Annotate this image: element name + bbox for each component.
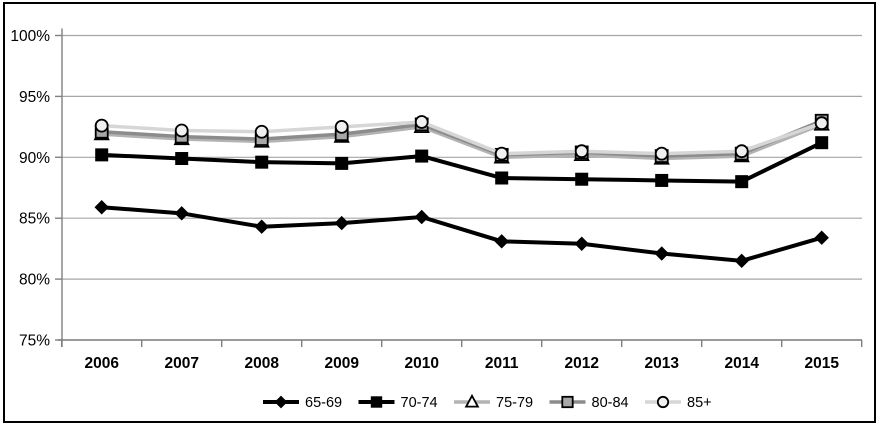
legend-marker-70-74 <box>370 396 383 408</box>
series-65-69 <box>94 200 829 269</box>
series-85plus-point-2010 <box>414 115 429 129</box>
series-70-74 <box>95 136 829 189</box>
series-65-69-point-2011 <box>494 234 509 249</box>
legend-label-70-74: 70-74 <box>401 395 438 411</box>
series-85plus-point-2007 <box>174 123 189 138</box>
x-axis-label-2008: 2008 <box>244 355 279 372</box>
legend-marker-80-84 <box>561 395 574 409</box>
series-65-69-point-2009 <box>334 215 349 231</box>
legend-label-65-69: 65-69 <box>305 395 342 411</box>
legend-item-70-74: 70-74 <box>358 395 438 411</box>
legend: 65-69 70-74 75-79 80-84 85+ <box>263 393 712 411</box>
series-70-74-point-2012 <box>575 172 589 186</box>
x-axis-label-2009: 2009 <box>324 355 359 372</box>
series-85plus-point-2009 <box>334 119 349 134</box>
series-70-74-point-2010 <box>415 149 429 163</box>
series-85plus <box>94 115 829 161</box>
x-axis-label-2010: 2010 <box>404 355 438 372</box>
x-axis-label-2006: 2006 <box>84 355 119 372</box>
x-axis-label-2007: 2007 <box>164 355 198 372</box>
series-70-74-point-2008 <box>255 155 269 169</box>
series-65-69-point-2012 <box>574 236 589 251</box>
series-85plus-point-2008 <box>254 124 269 139</box>
y-axis-label-75pct: 75% <box>19 333 50 350</box>
series-65-69-point-2007 <box>174 206 189 221</box>
series-70-74-point-2013 <box>655 173 669 187</box>
series-85plus-point-2006 <box>94 118 109 133</box>
series-line-70-74 <box>101 140 823 184</box>
series-70-74-point-2011 <box>495 171 509 185</box>
series-70-74-point-2009 <box>335 156 349 170</box>
legend-item-75-79: 75-79 <box>454 393 533 411</box>
legend-item-85plus: 85+ <box>645 395 712 411</box>
x-axis-label-2015: 2015 <box>804 355 839 372</box>
series-65-69-point-2006 <box>94 200 109 215</box>
series-70-74-point-2006 <box>95 148 109 162</box>
series-line-75-79 <box>101 122 823 161</box>
series-65-69-point-2010 <box>414 209 429 225</box>
series-line-85plus <box>101 120 823 156</box>
series-65-69-point-2013 <box>654 246 669 261</box>
x-axis-label-2014: 2014 <box>724 355 759 372</box>
series-85plus-point-2014 <box>734 144 749 159</box>
series-85plus-point-2013 <box>654 146 669 161</box>
legend-item-65-69: 65-69 <box>263 395 342 411</box>
series-65-69-point-2015 <box>814 230 829 245</box>
series-65-69-point-2014 <box>734 253 749 269</box>
y-axis-label-80pct: 80% <box>19 272 50 289</box>
legend-item-80-84: 80-84 <box>549 395 629 411</box>
legend-marker-75-79 <box>464 393 480 408</box>
legend-label-80-84: 80-84 <box>592 395 629 411</box>
legend-label-85plus: 85+ <box>687 395 712 411</box>
series-85plus-point-2015 <box>814 116 829 131</box>
series-70-74-point-2007 <box>175 152 189 166</box>
y-axis-label-95pct: 95% <box>19 89 50 106</box>
legend-marker-65-69 <box>274 395 288 409</box>
legend-label-75-79: 75-79 <box>496 395 533 411</box>
y-axis-label-90pct: 90% <box>19 150 50 167</box>
series-85plus-point-2011 <box>494 146 509 161</box>
series-70-74-point-2015 <box>815 136 829 150</box>
legend-marker-85plus <box>656 395 670 409</box>
y-axis-label-100pct: 100% <box>10 28 50 45</box>
y-axis-label-85pct: 85% <box>19 211 50 228</box>
series-70-74-point-2014 <box>735 175 749 189</box>
x-axis-label-2013: 2013 <box>644 355 679 372</box>
series-85plus-point-2012 <box>574 144 589 159</box>
series-line-65-69 <box>101 205 823 263</box>
x-axis-label-2012: 2012 <box>564 355 598 372</box>
series-65-69-point-2008 <box>254 219 269 234</box>
x-axis-label-2011: 2011 <box>485 355 519 372</box>
